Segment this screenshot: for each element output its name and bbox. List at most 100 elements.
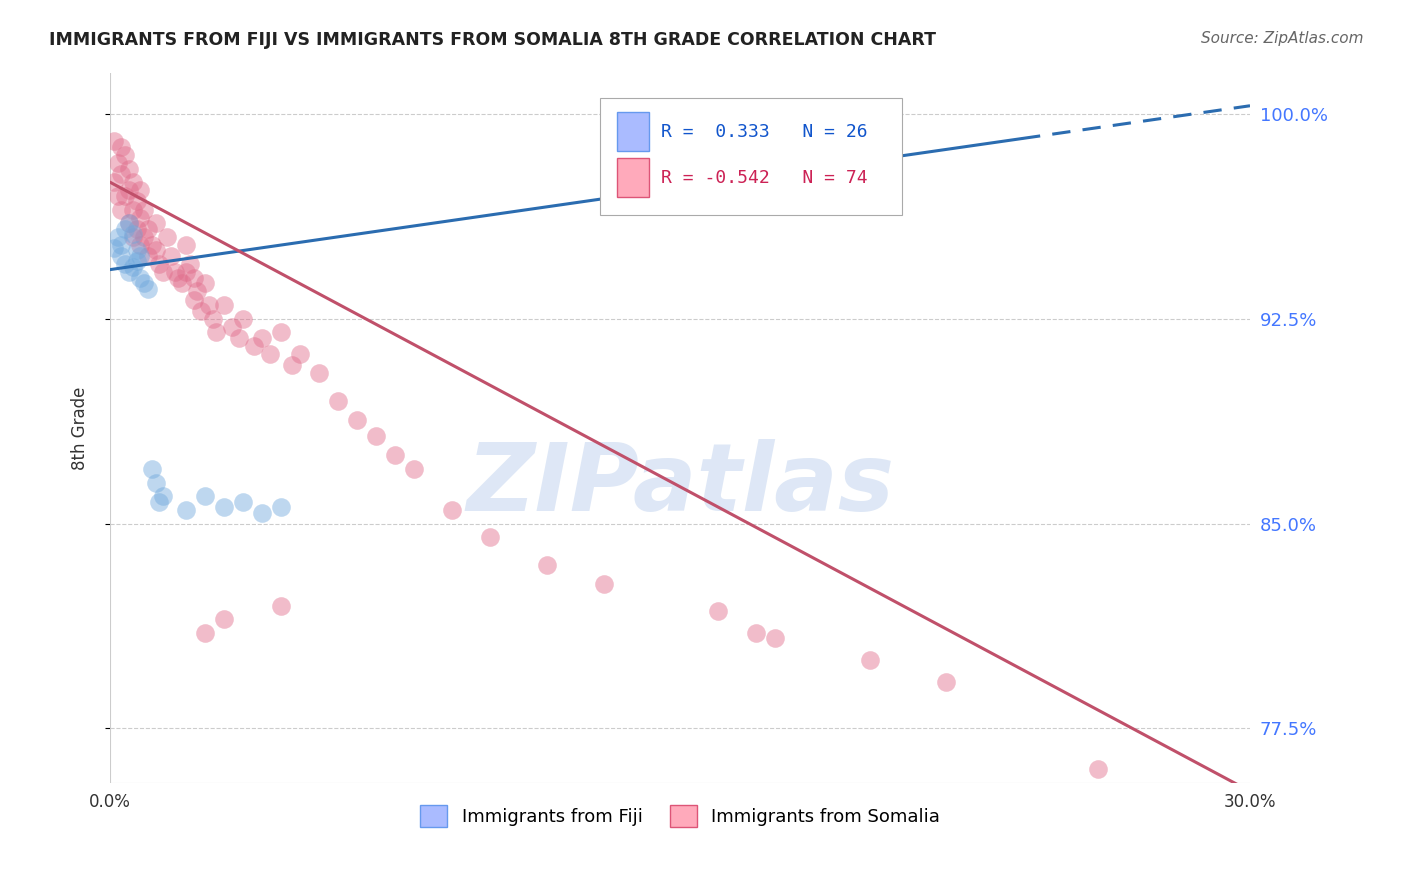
FancyBboxPatch shape — [617, 112, 650, 151]
Point — [122, 202, 145, 217]
Point — [122, 227, 145, 241]
Point — [384, 448, 406, 462]
Point — [270, 326, 292, 340]
Point — [221, 320, 243, 334]
Text: Source: ZipAtlas.com: Source: ZipAtlas.com — [1201, 31, 1364, 46]
Point — [536, 558, 558, 572]
Point — [114, 221, 136, 235]
Point — [118, 183, 141, 197]
Point — [707, 604, 730, 618]
Point — [110, 249, 132, 263]
Point — [125, 254, 148, 268]
Point — [174, 503, 197, 517]
Point — [935, 675, 957, 690]
Point — [194, 625, 217, 640]
Point — [125, 194, 148, 209]
Point — [346, 413, 368, 427]
Y-axis label: 8th Grade: 8th Grade — [72, 386, 89, 470]
Point — [745, 625, 768, 640]
Point — [167, 270, 190, 285]
Text: ZIPatlas: ZIPatlas — [465, 439, 894, 531]
Point — [114, 257, 136, 271]
Point — [402, 462, 425, 476]
Point — [103, 241, 125, 255]
Point — [212, 298, 235, 312]
Point — [134, 277, 156, 291]
Point — [232, 495, 254, 509]
Point — [107, 189, 129, 203]
Point — [364, 429, 387, 443]
Point — [152, 489, 174, 503]
Point — [148, 495, 170, 509]
Point — [107, 156, 129, 170]
Point — [174, 238, 197, 252]
Point — [190, 303, 212, 318]
Point — [118, 265, 141, 279]
Point — [194, 277, 217, 291]
Point — [441, 503, 464, 517]
FancyBboxPatch shape — [617, 158, 650, 197]
Point — [141, 462, 163, 476]
Point — [110, 202, 132, 217]
Point — [145, 475, 167, 490]
Point — [118, 216, 141, 230]
Point — [134, 230, 156, 244]
Point — [270, 500, 292, 515]
Point — [152, 265, 174, 279]
Point — [141, 238, 163, 252]
FancyBboxPatch shape — [600, 98, 903, 215]
Point — [194, 489, 217, 503]
Point — [118, 161, 141, 176]
Point — [136, 282, 159, 296]
Point — [103, 175, 125, 189]
Point — [134, 202, 156, 217]
Text: R =  0.333   N = 26: R = 0.333 N = 26 — [661, 123, 868, 141]
Point — [479, 530, 502, 544]
Point — [160, 249, 183, 263]
Point — [163, 265, 186, 279]
Point — [125, 221, 148, 235]
Point — [183, 293, 205, 307]
Point — [148, 257, 170, 271]
Point — [763, 632, 786, 646]
Point — [136, 249, 159, 263]
Point — [125, 244, 148, 258]
Point — [172, 277, 194, 291]
Point — [288, 347, 311, 361]
Point — [129, 211, 152, 225]
Point — [232, 311, 254, 326]
Point — [281, 358, 304, 372]
Point — [110, 167, 132, 181]
Point — [308, 367, 330, 381]
Point — [122, 230, 145, 244]
Point — [186, 285, 208, 299]
Point — [129, 270, 152, 285]
Point — [326, 393, 349, 408]
Point — [212, 500, 235, 515]
Point — [228, 331, 250, 345]
Point — [129, 249, 152, 263]
Point — [859, 653, 882, 667]
Text: R = -0.542   N = 74: R = -0.542 N = 74 — [661, 169, 868, 187]
Point — [129, 183, 152, 197]
Point — [174, 265, 197, 279]
Text: IMMIGRANTS FROM FIJI VS IMMIGRANTS FROM SOMALIA 8TH GRADE CORRELATION CHART: IMMIGRANTS FROM FIJI VS IMMIGRANTS FROM … — [49, 31, 936, 49]
Point — [270, 599, 292, 613]
Point — [183, 270, 205, 285]
Point — [110, 238, 132, 252]
Point — [250, 331, 273, 345]
Point — [114, 189, 136, 203]
Point — [145, 244, 167, 258]
Point — [179, 257, 201, 271]
Point — [250, 506, 273, 520]
Point — [201, 311, 224, 326]
Point — [110, 139, 132, 153]
Point — [259, 347, 281, 361]
Point — [107, 230, 129, 244]
Point — [198, 298, 221, 312]
Point — [103, 134, 125, 148]
Point — [122, 260, 145, 274]
Point — [1087, 763, 1109, 777]
Legend: Immigrants from Fiji, Immigrants from Somalia: Immigrants from Fiji, Immigrants from So… — [413, 798, 948, 834]
Point — [212, 612, 235, 626]
